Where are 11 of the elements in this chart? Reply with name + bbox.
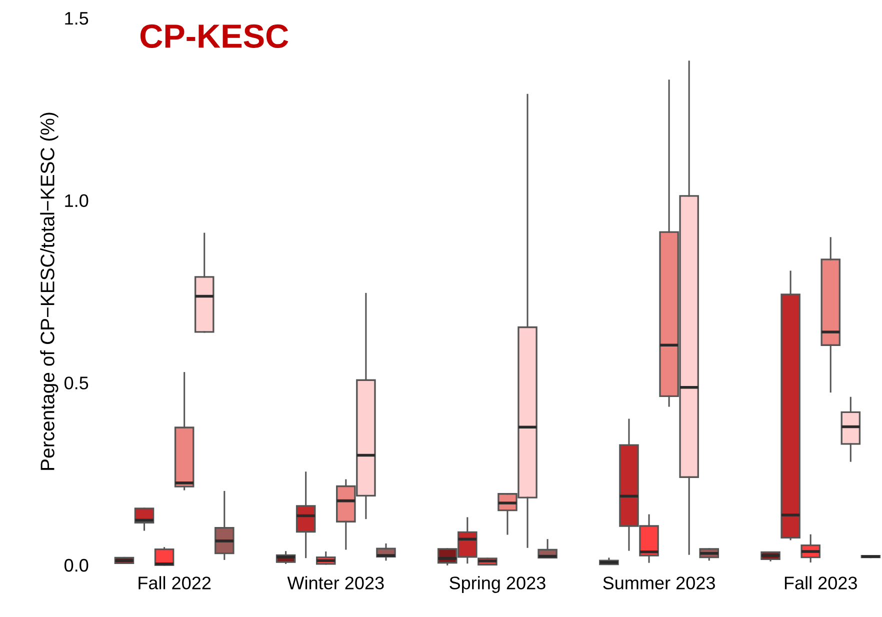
y-axis-title: Percentage of CP−KESC/total−KESC (%) — [40, 112, 58, 470]
y-tick-label: 1.0 — [65, 194, 88, 208]
chart-title: CP-KESC — [140, 24, 288, 48]
y-tick-label: 0.0 — [64, 558, 88, 572]
y-tick-label: 1.5 — [65, 12, 88, 25]
x-tick-label: Spring 2023 — [450, 576, 546, 593]
x-tick-label: Winter 2023 — [287, 576, 384, 590]
y-tick-label: 0.5 — [64, 376, 88, 390]
x-tick-label: Fall 2022 — [138, 576, 211, 590]
x-tick-label: Summer 2023 — [603, 576, 715, 590]
x-tick-label: Fall 2023 — [784, 576, 857, 590]
